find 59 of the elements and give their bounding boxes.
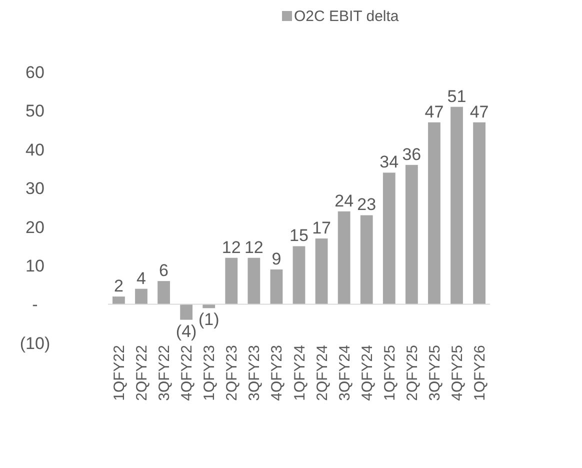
x-tick-label: 1QFY26 [472,345,489,401]
y-tick-label: 60 [26,62,44,82]
text: 36 [402,144,422,164]
bar [248,258,260,304]
x-tick-label: 4QFY25 [449,345,466,401]
text: 12 [244,238,264,257]
x-tick-label: 4QFY23 [268,345,286,401]
text: 6 [159,261,169,280]
x-tick-label: 4QFY24 [358,345,376,401]
bar [405,164,418,304]
x-tick-label: 2QFY22 [133,345,150,401]
text: 12 [222,238,241,257]
bar [270,269,283,304]
bar [382,172,396,304]
text: (4) [176,322,197,341]
bar [450,106,463,304]
x-tick-label: 3QFY23 [246,345,264,401]
text: 47 [424,102,444,122]
y-tick-label: - [32,295,38,314]
bar [360,215,373,304]
x-tick-label: 1QFY24 [291,345,308,401]
x-tick-label: 2QFY24 [314,345,331,401]
x-tick-label: 3QFY25 [426,345,444,401]
text: 34 [380,152,399,172]
y-tick-label: 10 [26,256,44,276]
text: 51 [447,86,466,106]
bar [180,304,193,320]
x-tick-label: 2QFY25 [404,345,421,401]
text: 17 [312,218,331,238]
bar [428,122,440,304]
text: 4 [136,268,146,288]
y-tick-label: (10) [20,334,50,353]
y-tick-label: 40 [26,140,44,160]
legend-label: O2C EBIT delta [294,8,400,25]
text: (1) [198,310,220,330]
y-tick-label: 20 [26,218,44,237]
x-tick-label: 3QFY22 [156,345,174,401]
bar [225,258,238,304]
x-tick-label: 3QFY24 [336,345,354,401]
bar [135,288,148,304]
x-tick-label: 1QFY23 [201,345,218,401]
y-tick-label: 30 [26,179,44,198]
bar [473,122,486,304]
bar [292,246,306,304]
y-tick-label: 50 [26,102,44,121]
bar [338,211,350,304]
text: 23 [357,195,376,214]
text: 15 [290,226,308,246]
bar [158,281,170,304]
text: 47 [470,102,489,122]
x-tick-label: 4QFY22 [178,345,196,401]
text: 2 [114,276,124,296]
bar [112,296,125,304]
x-tick-label: 1QFY25 [381,345,398,401]
x-tick-label: 1QFY22 [110,345,128,401]
text: 9 [272,249,282,268]
text: 24 [334,191,354,210]
bar [315,238,328,304]
x-tick-label: 2QFY23 [224,345,241,401]
